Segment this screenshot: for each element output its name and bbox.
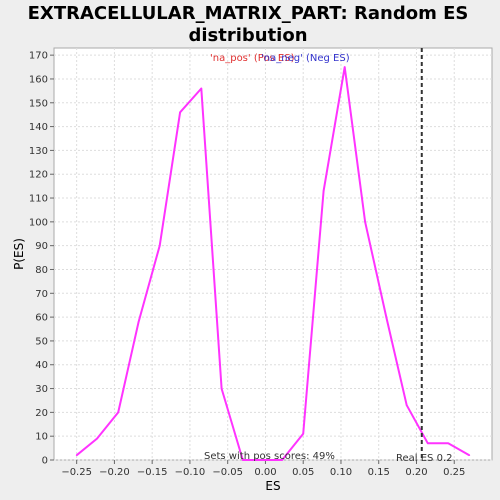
data-point	[264, 459, 267, 461]
real-es-annotation: Real ES 0.2	[396, 453, 452, 464]
x-tick-label: −0.05	[212, 467, 243, 478]
x-tick-label: 0.15	[368, 467, 390, 478]
y-tick-label: 50	[35, 336, 48, 347]
x-tick-label: −0.20	[99, 467, 130, 478]
data-point	[200, 87, 203, 90]
x-tick-label: 0.05	[292, 467, 314, 478]
y-tick-label: 130	[29, 146, 48, 157]
data-point	[427, 442, 429, 445]
y-tick-label: 140	[29, 122, 48, 133]
data-point	[447, 442, 450, 445]
x-tick-label: −0.15	[137, 467, 168, 478]
data-point	[343, 66, 346, 68]
y-tick-label: 0	[42, 456, 48, 467]
legend-neg: 'na_neg' (Neg ES)	[261, 53, 350, 64]
series-line	[76, 66, 470, 461]
y-tick-label: 120	[29, 170, 48, 181]
data-point	[468, 454, 471, 457]
data-point	[117, 411, 119, 414]
data-point	[364, 221, 366, 223]
series-layer	[75, 66, 471, 461]
y-tick-label: 30	[35, 384, 48, 395]
data-point	[220, 387, 223, 390]
y-tick-label: 80	[35, 265, 48, 276]
y-tick-label: 20	[35, 408, 48, 419]
grid	[54, 48, 492, 461]
x-tick-label: 0.00	[254, 467, 276, 478]
chart-title-line1: EXTRACELLULAR_MATRIX_PART: Random ES	[28, 3, 469, 24]
data-point	[281, 459, 283, 461]
pos-scores-annotation: Sets with pos scores: 49%	[204, 451, 335, 462]
x-tick-label: −0.25	[61, 467, 92, 478]
data-point	[385, 316, 388, 318]
y-tick-label: 100	[29, 217, 48, 228]
data-point	[158, 244, 161, 247]
data-point	[179, 111, 181, 114]
x-tick-label: 0.25	[443, 467, 465, 478]
data-point	[137, 321, 140, 323]
y-tick-label: 60	[35, 313, 48, 324]
y-tick-label: 170	[29, 51, 48, 62]
legend-pos: 'na_pos' (Pos ES)	[210, 53, 295, 64]
y-tick-label: 160	[29, 74, 48, 85]
data-point	[322, 190, 325, 192]
chart-title-line2: distribution	[188, 25, 307, 46]
y-tick-label: 40	[35, 360, 48, 371]
data-point	[302, 433, 305, 435]
y-tick-label: 70	[35, 289, 48, 300]
x-tick-label: 0.20	[405, 467, 427, 478]
axes: 0 10 20 30 40 50 60 70 80 90 100 110 120 130 140 150 160…	[29, 51, 465, 478]
y-tick-label: 10	[35, 432, 48, 443]
data-point	[405, 404, 408, 407]
data-point	[75, 454, 78, 457]
y-tick-label: 150	[29, 98, 48, 109]
x-tick-label: 0.10	[330, 467, 352, 478]
x-tick-label: −0.10	[175, 467, 206, 478]
data-point	[241, 459, 244, 461]
y-tick-label: 90	[35, 241, 48, 252]
x-axis-label: ES	[265, 479, 280, 493]
y-tick-label: 110	[29, 194, 48, 205]
data-point	[96, 437, 98, 440]
y-axis-label: P(ES)	[12, 238, 26, 270]
plot-area	[53, 47, 493, 461]
